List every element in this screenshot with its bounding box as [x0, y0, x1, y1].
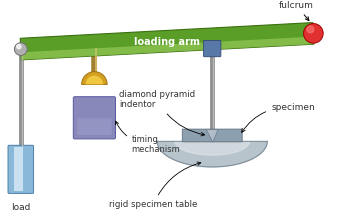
FancyBboxPatch shape [8, 145, 33, 194]
Circle shape [17, 45, 21, 49]
Wedge shape [81, 72, 107, 84]
Text: specimen: specimen [242, 103, 315, 132]
Wedge shape [86, 76, 103, 84]
FancyBboxPatch shape [73, 97, 116, 139]
Circle shape [307, 26, 314, 33]
FancyBboxPatch shape [182, 129, 242, 142]
Polygon shape [20, 23, 314, 60]
Polygon shape [206, 130, 218, 142]
FancyBboxPatch shape [204, 40, 221, 57]
Text: load: load [11, 203, 30, 212]
Bar [14, 147, 23, 191]
Text: rigid specimen table: rigid specimen table [109, 162, 201, 209]
Text: timing
mechanism: timing mechanism [116, 121, 180, 154]
Text: fulcrum: fulcrum [279, 1, 314, 21]
FancyBboxPatch shape [77, 118, 112, 135]
Polygon shape [157, 141, 267, 167]
Text: loading arm: loading arm [134, 37, 200, 47]
Text: diamond pyramid
indentor: diamond pyramid indentor [119, 90, 205, 136]
Polygon shape [175, 141, 250, 155]
Circle shape [303, 24, 323, 43]
Polygon shape [21, 37, 314, 60]
Circle shape [14, 43, 27, 55]
